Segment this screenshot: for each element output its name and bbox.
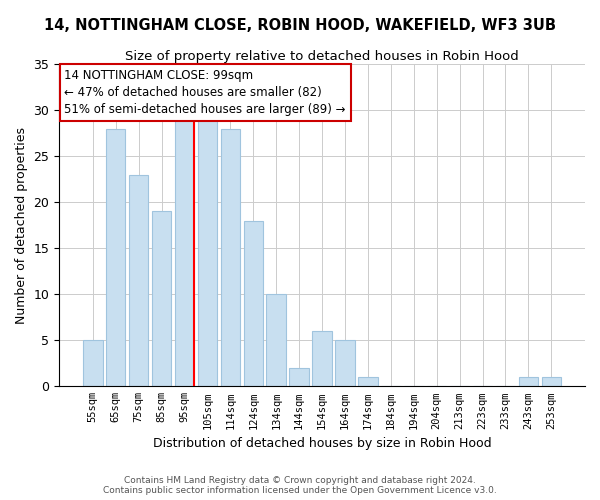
Bar	[152, 212, 172, 386]
Bar	[518, 377, 538, 386]
Bar	[542, 377, 561, 386]
Text: 14, NOTTINGHAM CLOSE, ROBIN HOOD, WAKEFIELD, WF3 3UB: 14, NOTTINGHAM CLOSE, ROBIN HOOD, WAKEFI…	[44, 18, 556, 32]
Text: Contains HM Land Registry data © Crown copyright and database right 2024.
Contai: Contains HM Land Registry data © Crown c…	[103, 476, 497, 495]
Bar	[106, 128, 125, 386]
Bar	[197, 120, 217, 386]
Text: 14 NOTTINGHAM CLOSE: 99sqm
← 47% of detached houses are smaller (82)
51% of semi: 14 NOTTINGHAM CLOSE: 99sqm ← 47% of deta…	[64, 69, 346, 116]
Bar	[335, 340, 355, 386]
Bar	[175, 120, 194, 386]
Y-axis label: Number of detached properties: Number of detached properties	[15, 126, 28, 324]
Bar	[244, 220, 263, 386]
Bar	[266, 294, 286, 386]
X-axis label: Distribution of detached houses by size in Robin Hood: Distribution of detached houses by size …	[153, 437, 491, 450]
Bar	[313, 331, 332, 386]
Title: Size of property relative to detached houses in Robin Hood: Size of property relative to detached ho…	[125, 50, 519, 63]
Bar	[83, 340, 103, 386]
Bar	[358, 377, 377, 386]
Bar	[221, 128, 240, 386]
Bar	[289, 368, 309, 386]
Bar	[129, 174, 148, 386]
